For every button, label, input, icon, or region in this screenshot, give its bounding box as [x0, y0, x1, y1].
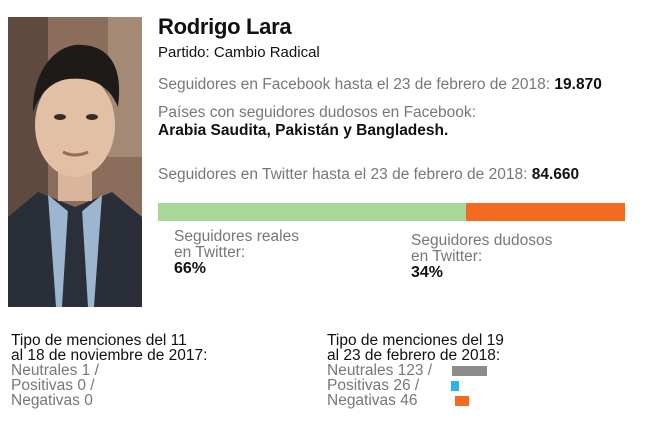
- real-legend-line-1: Seguidores reales: [174, 228, 299, 245]
- mentions-2018-neutral: Neutrales 123 /: [327, 362, 433, 379]
- fake-followers-segment: [466, 203, 625, 221]
- mentions-2018-positive-row: Positivas 26 /: [327, 378, 504, 393]
- mentions-2017: Tipo de menciones del 11 al 18 de noviem…: [11, 332, 208, 409]
- mentions-2018-positive: Positivas 26 /: [327, 377, 420, 394]
- mentions-2017-title-2: al 18 de noviembre de 2017:: [11, 347, 208, 364]
- facebook-followers-label: Seguidores en Facebook hasta el 23 de fe…: [158, 76, 551, 93]
- positive-mini-bar: [451, 380, 459, 391]
- fake-legend-line-2: en Twitter:: [411, 248, 483, 265]
- mentions-2018-negative-row: Negativas 46: [327, 393, 504, 408]
- mentions-2018-title-1: Tipo de menciones del 19: [327, 332, 504, 349]
- twitter-followers: Seguidores en Twitter hasta el 23 de feb…: [158, 166, 579, 184]
- party-label: Partido: Cambio Radical: [158, 44, 320, 61]
- politician-name: Rodrigo Lara: [158, 14, 292, 39]
- twitter-share-bar: [158, 203, 625, 221]
- mentions-2018-title-2: al 23 de febrero de 2018:: [327, 347, 501, 364]
- countries-label: Países con seguidores dudosos en Faceboo…: [158, 104, 476, 121]
- profile-photo: [8, 17, 142, 307]
- twitter-followers-value: 84.660: [531, 166, 580, 183]
- real-followers-pct: 66%: [174, 260, 207, 277]
- mentions-2017-neutral: Neutrales 1 /: [11, 362, 99, 379]
- mentions-2017-title-1: Tipo de menciones del 11: [11, 332, 187, 349]
- real-followers-legend: Seguidores reales en Twitter: 66%: [174, 229, 299, 277]
- facebook-followers-value: 19.870: [554, 76, 602, 93]
- neutral-mini-bar: [452, 365, 488, 376]
- mentions-2017-positive: Positivas 0 /: [11, 377, 95, 394]
- mentions-2018: Tipo de menciones del 19 al 23 de febrer…: [327, 332, 504, 409]
- real-followers-segment: [158, 203, 467, 221]
- mentions-2018-negative: Negativas 46: [327, 392, 418, 409]
- real-legend-line-2: en Twitter:: [174, 244, 246, 261]
- mentions-2018-neutral-row: Neutrales 123 /: [327, 363, 504, 378]
- twitter-followers-label: Seguidores en Twitter hasta el 23 de feb…: [158, 166, 528, 183]
- mentions-2017-negative: Negativas 0: [11, 392, 93, 409]
- fake-followers-pct: 34%: [411, 264, 444, 281]
- facebook-followers: Seguidores en Facebook hasta el 23 de fe…: [158, 76, 602, 94]
- negative-mini-bar: [455, 395, 469, 406]
- countries-value: Arabia Saudita, Pakistán y Bangladesh.: [158, 122, 449, 139]
- portrait-image: [8, 17, 142, 307]
- fake-followers-legend: Seguidores dudosos en Twitter: 34%: [411, 233, 552, 281]
- fake-legend-line-1: Seguidores dudosos: [411, 232, 553, 249]
